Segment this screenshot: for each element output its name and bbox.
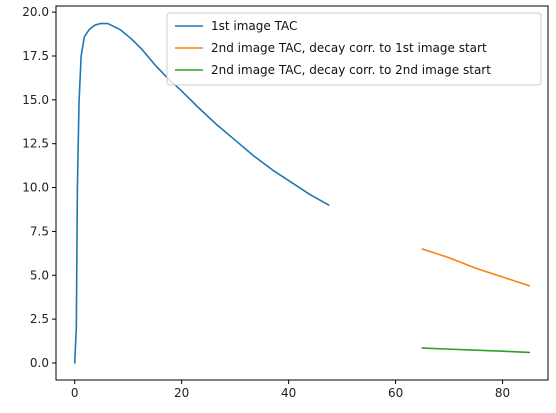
y-tick-label: 17.5: [22, 49, 49, 63]
series-line-1: [73, 22, 330, 364]
legend-label-1: 1st image TAC: [211, 19, 297, 33]
x-tick-label: 0: [71, 386, 79, 400]
x-tick-label: 20: [174, 386, 189, 400]
legend: 1st image TAC 2nd image TAC, decay corr. …: [166, 12, 542, 86]
y-tick-label: 10.0: [22, 181, 49, 195]
y-tick-label: 5.0: [30, 268, 49, 282]
x-axis: 0 20 40 60 80: [71, 380, 510, 400]
x-tick-label: 80: [495, 386, 510, 400]
series-layer: [73, 22, 531, 364]
x-tick-label: 60: [388, 386, 403, 400]
series-line-3: [421, 347, 531, 354]
y-tick-label: 0.0: [30, 356, 49, 370]
y-axis: 0.0 2.5 5.0 7.5 10.0 12.5 15.0 17.5 20.0: [22, 5, 56, 370]
x-tick-label: 40: [281, 386, 296, 400]
series-line-2: [421, 248, 531, 287]
plot-frame: [55, 5, 549, 381]
y-tick-label: 15.0: [22, 93, 49, 107]
legend-label-3: 2nd image TAC, decay corr. to 2nd image …: [211, 63, 491, 77]
y-tick-label: 7.5: [30, 224, 49, 238]
y-tick-label: 12.5: [22, 137, 49, 151]
y-tick-label: 2.5: [30, 312, 49, 326]
y-tick-label: 20.0: [22, 5, 49, 19]
legend-box: [166, 12, 542, 86]
legend-label-2: 2nd image TAC, decay corr. to 1st image …: [211, 41, 487, 55]
